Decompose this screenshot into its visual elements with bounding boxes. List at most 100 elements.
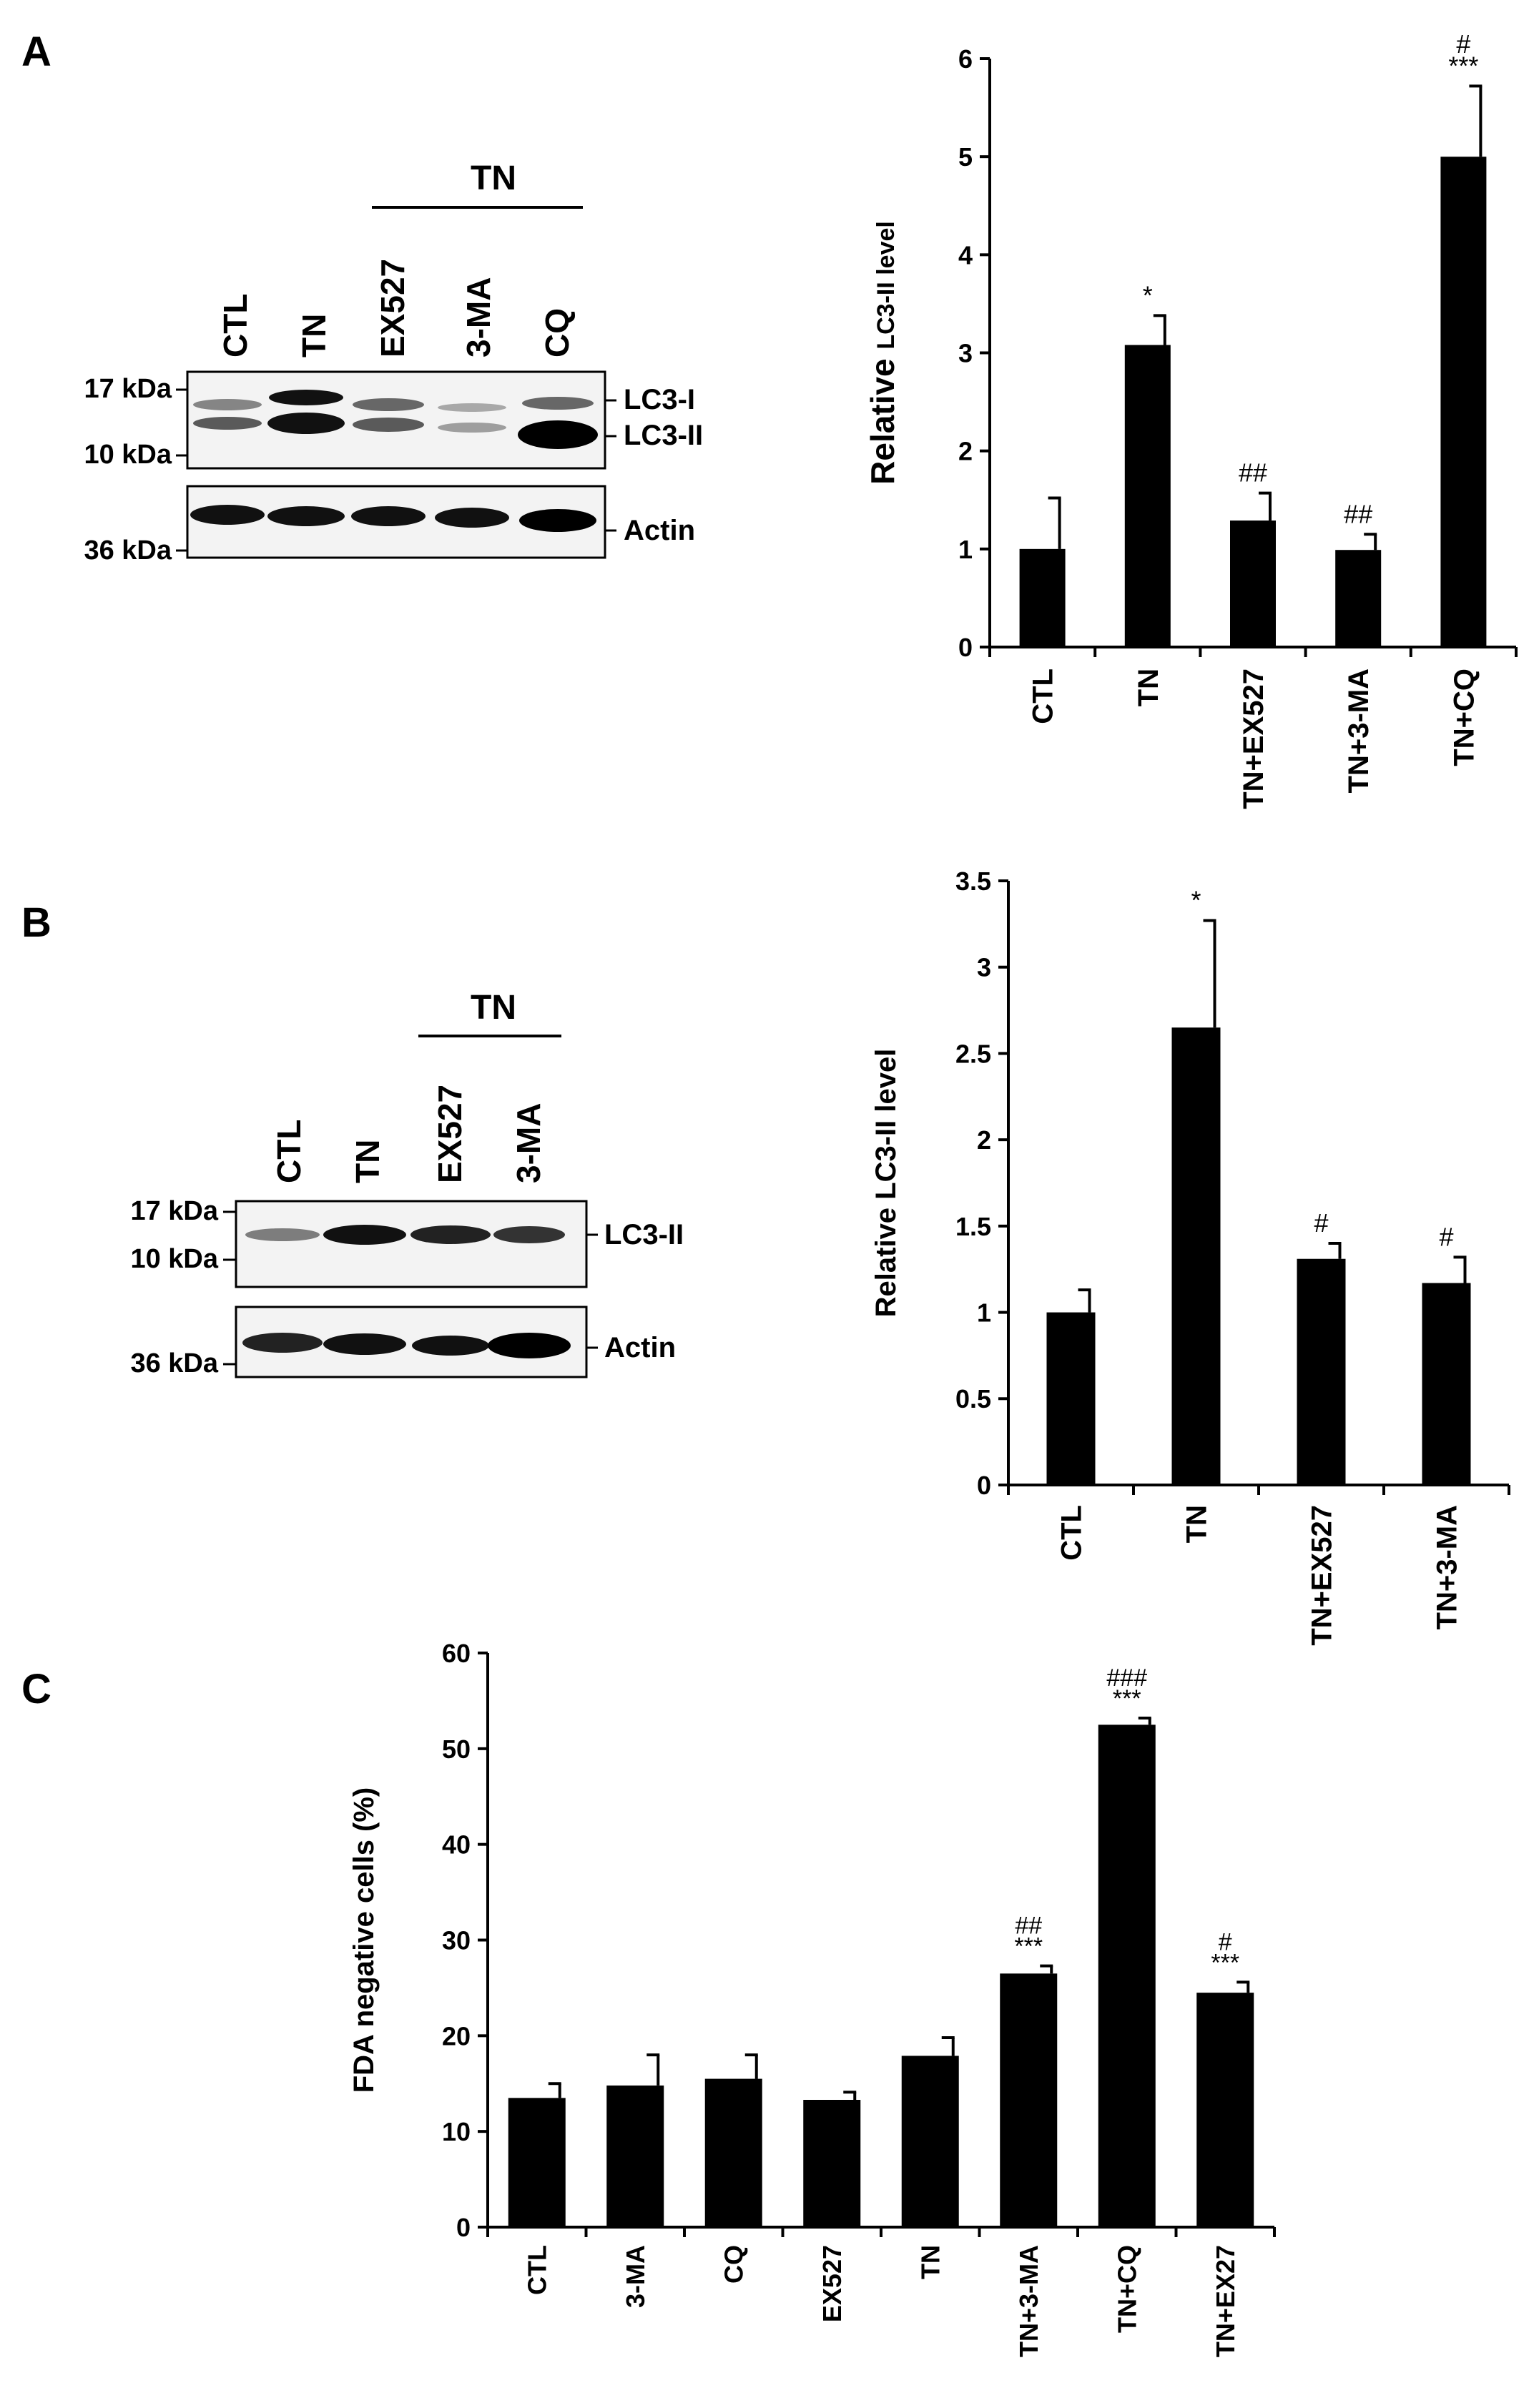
significance-label: * xyxy=(1191,886,1201,915)
significance-label: ## xyxy=(1239,458,1267,488)
category-label: TN+3-MA xyxy=(1343,668,1375,793)
chart-a-lc3-level: 0 1 2 3 4 5 6 Relative LC3-II level CTL * TN ## TN+E… xyxy=(864,29,1518,809)
significance-label: *** xyxy=(1211,1949,1239,1976)
y-tick-label: 0.5 xyxy=(955,1384,991,1413)
y-tick-label: 1.5 xyxy=(955,1212,991,1241)
bar xyxy=(1098,1724,1156,2227)
category-label: TN xyxy=(1133,668,1164,706)
significance-label: ## xyxy=(1015,1913,1042,1940)
category-label: CTL xyxy=(1028,668,1059,724)
category-label: CQ xyxy=(719,2245,748,2284)
y-axis-label: Relative LC3-II level xyxy=(870,1049,902,1318)
blot-a-lane-label: EX527 xyxy=(374,259,411,357)
y-tick-label: 30 xyxy=(442,1925,471,1955)
category-label: TN+EX27 xyxy=(1211,2245,1240,2357)
significance-label: # xyxy=(1439,1222,1453,1251)
category-label: TN+CQ xyxy=(1448,668,1480,766)
bar xyxy=(1297,1258,1346,1485)
category-label: CTL xyxy=(1056,1505,1088,1561)
blot-a-band-label: LC3-I xyxy=(624,384,695,415)
y-tick-label: 1 xyxy=(977,1298,991,1328)
y-axis-label: Relative LC3-II level xyxy=(864,221,901,485)
band xyxy=(323,1225,406,1245)
category-label: TN+3-MA xyxy=(1014,2245,1043,2357)
y-tick-label: 3.5 xyxy=(955,867,991,896)
band xyxy=(190,505,265,525)
significance-label: ### xyxy=(1106,1664,1147,1692)
bar xyxy=(1335,550,1382,647)
significance-label: # xyxy=(1456,29,1470,59)
band xyxy=(438,423,506,433)
band xyxy=(351,506,426,526)
blot-b-band-label: LC3-II xyxy=(604,1219,684,1250)
significance-label: # xyxy=(1219,1928,1232,1955)
y-axis-label: FDA negative cells (%) xyxy=(348,1787,380,2093)
significance-label: # xyxy=(1314,1208,1328,1238)
y-tick-label: 1 xyxy=(958,535,973,564)
band xyxy=(493,1226,565,1243)
blot-b-group-label: TN xyxy=(471,989,516,1027)
band xyxy=(519,509,596,532)
bar xyxy=(803,2100,861,2227)
y-tick-label: 0 xyxy=(456,2213,471,2242)
y-tick-label: 40 xyxy=(442,1830,471,1860)
bar xyxy=(1000,1973,1058,2227)
bar xyxy=(508,2098,566,2227)
blot-a-lane-label: 3-MA xyxy=(460,277,497,357)
bar xyxy=(1171,1027,1221,1485)
blot-a-lane-label: CQ xyxy=(539,308,576,357)
band xyxy=(522,397,594,410)
band xyxy=(267,413,345,434)
band xyxy=(438,403,506,412)
band xyxy=(353,418,424,432)
blot-b-lane-label: TN xyxy=(349,1140,386,1183)
bar xyxy=(606,2085,664,2227)
blot-a-group-label: TN xyxy=(471,159,516,197)
category-label: CTL xyxy=(522,2245,551,2295)
blot-b-lane-label: CTL xyxy=(270,1120,308,1183)
y-tick-label: 2 xyxy=(977,1125,991,1155)
category-label: TN xyxy=(915,2245,945,2279)
y-tick-label: 0 xyxy=(977,1471,991,1500)
panel-letter-b: B xyxy=(21,899,51,946)
chart-c-fda-negative-cells: 0 10 20 30 40 50 60 FDA negative cells (%) CTL 3-… xyxy=(348,1639,1276,2357)
blot-a-band-label: LC3-II xyxy=(624,420,703,451)
band xyxy=(245,1228,320,1241)
blot-a-band-label: Actin xyxy=(624,515,695,546)
significance-label: *** xyxy=(1014,1933,1043,1960)
band xyxy=(353,398,424,411)
category-label: TN xyxy=(1181,1505,1213,1543)
category-label: EX527 xyxy=(817,2245,847,2322)
bar xyxy=(1124,345,1171,647)
blot-b-marker: 36 kDa xyxy=(130,1348,218,1378)
chart-b-lc3-level: 0 0.5 1 1.5 2 2.5 3 3.5 Relative LC3-II level CTL… xyxy=(870,867,1510,1646)
band xyxy=(488,1333,571,1358)
category-label: TN+CQ xyxy=(1112,2245,1141,2333)
bar xyxy=(1019,548,1066,647)
blot-a-lane-label: TN xyxy=(295,314,333,357)
y-tick-label: 10 xyxy=(442,2117,471,2146)
blot-a-lane-label: CTL xyxy=(217,294,254,357)
band xyxy=(518,420,598,449)
category-label: 3-MA xyxy=(621,2245,650,2308)
y-tick-label: 6 xyxy=(958,44,973,74)
significance-label: *** xyxy=(1113,1685,1141,1712)
blot-b-lc3-membrane xyxy=(235,1200,588,1288)
y-tick-label: 3 xyxy=(977,953,991,982)
band xyxy=(242,1333,323,1353)
y-tick-label: 2 xyxy=(958,437,973,466)
blot-b-marker: 17 kDa xyxy=(130,1196,218,1226)
y-tick-label: 60 xyxy=(442,1639,471,1668)
y-tick-label: 20 xyxy=(442,2021,471,2051)
panel-letter-a: A xyxy=(21,29,51,75)
blot-a-marker: 10 kDa xyxy=(84,440,172,470)
bar xyxy=(704,2078,762,2227)
y-tick-label: 4 xyxy=(958,240,973,270)
category-label: TN+EX527 xyxy=(1307,1505,1338,1646)
blot-b-lane-label: EX527 xyxy=(431,1085,468,1183)
band xyxy=(410,1225,491,1244)
bar xyxy=(1422,1283,1471,1485)
category-label: TN+3-MA xyxy=(1432,1505,1463,1629)
y-tick-label: 2.5 xyxy=(955,1039,991,1068)
